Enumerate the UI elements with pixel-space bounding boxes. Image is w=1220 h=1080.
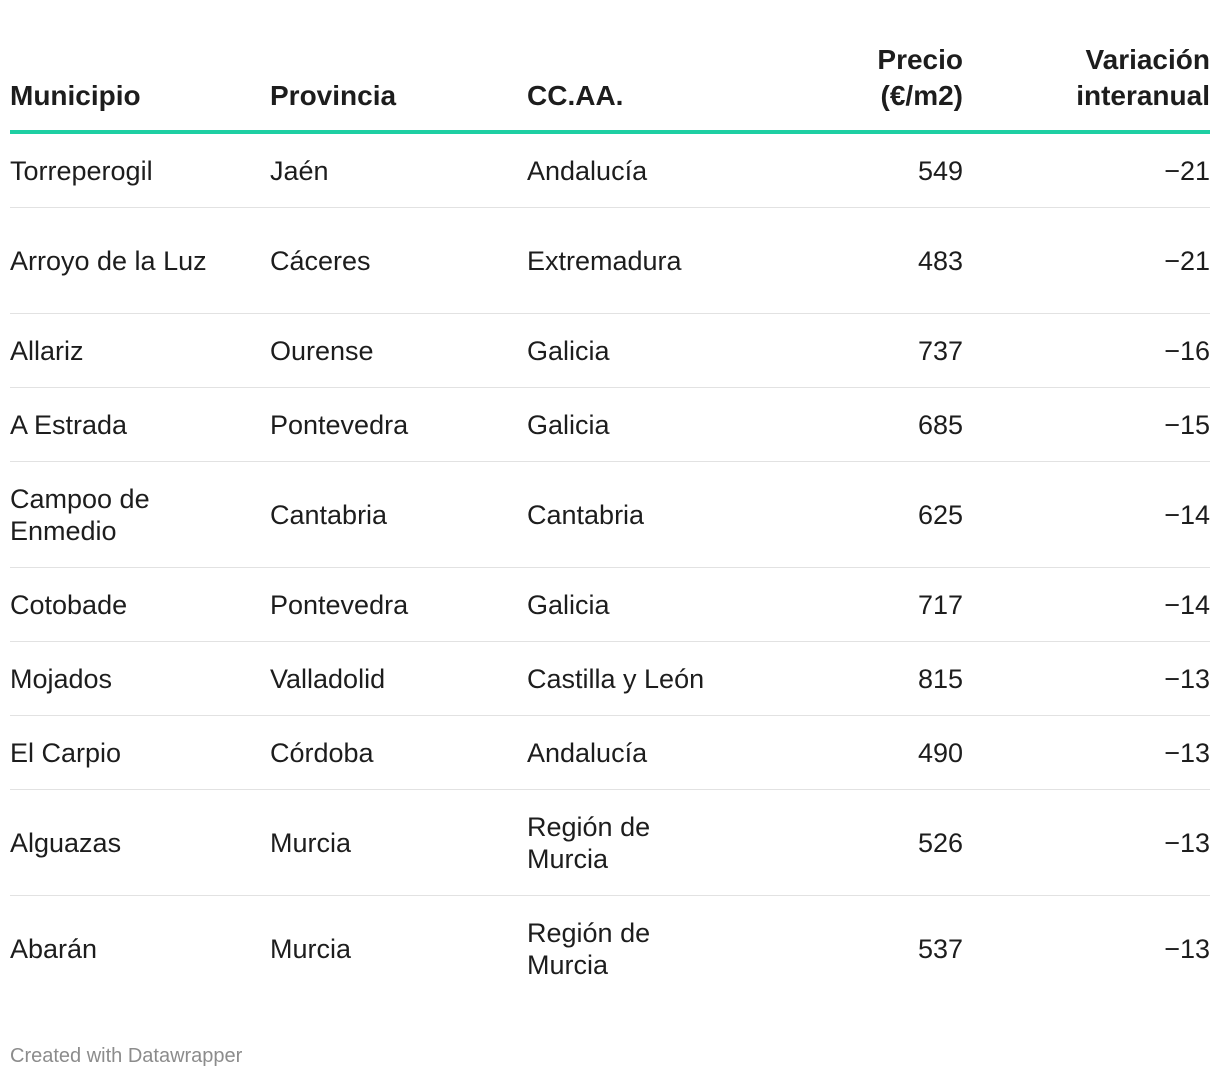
cell-provincia: Cáceres: [270, 207, 527, 314]
cell-provincia: Pontevedra: [270, 387, 527, 462]
cell-variacion: −15: [963, 387, 1210, 462]
footer-credit[interactable]: Created with Datawrapper: [10, 1045, 243, 1067]
table-row: Arroyo de la Luz Cáceres Extremadura 483…: [10, 207, 1210, 314]
table-row: Allariz Ourense Galicia 737 −16: [10, 313, 1210, 388]
cell-ccaa: Región de Murcia: [527, 789, 730, 896]
column-header-provincia[interactable]: Provincia: [270, 36, 527, 134]
cell-municipio: Allariz: [10, 313, 270, 388]
cell-precio: 526: [730, 789, 963, 896]
cell-ccaa: Andalucía: [527, 715, 730, 790]
cell-variacion: −21: [963, 207, 1210, 314]
cell-ccaa: Galicia: [527, 387, 730, 462]
cell-variacion: −16: [963, 313, 1210, 388]
column-header-precio-line2: (€/m2): [880, 80, 963, 111]
cell-provincia: Murcia: [270, 789, 527, 896]
cell-precio: 490: [730, 715, 963, 790]
cell-provincia: Murcia: [270, 933, 352, 964]
cell-municipio: El Carpio: [10, 715, 270, 790]
table-row: Abarán Murcia Región de Murcia 537 −13: [10, 896, 1210, 1002]
table-row: Cotobade Pontevedra Galicia 717 −14: [10, 567, 1210, 642]
cell-provincia: Jaén: [270, 132, 527, 208]
cell-variacion: −21: [963, 132, 1210, 208]
data-table-container: Municipio Provincia CC.AA. Precio (€/m2)…: [10, 36, 1210, 1001]
cell-ccaa: Galicia: [527, 567, 730, 642]
cell-precio: 717: [730, 567, 963, 642]
cell-variacion: −13: [963, 789, 1210, 896]
cell-precio: 815: [730, 641, 963, 716]
cell-municipio: A Estrada: [10, 387, 270, 462]
data-table: Municipio Provincia CC.AA. Precio (€/m2)…: [10, 36, 1210, 1001]
table-row: Mojados Valladolid Castilla y León 815 −…: [10, 641, 1210, 716]
cell-ccaa: Andalucía: [527, 132, 730, 208]
cell-precio: 625: [730, 461, 963, 568]
cell-municipio: Abarán: [10, 933, 98, 964]
cell-ccaa: Galicia: [527, 313, 730, 388]
cell-municipio: Cotobade: [10, 567, 270, 642]
cell-provincia: Córdoba: [270, 715, 527, 790]
column-header-precio[interactable]: Precio (€/m2): [730, 36, 963, 134]
cell-municipio: Alguazas: [10, 789, 270, 896]
column-header-municipio[interactable]: Municipio: [10, 36, 270, 134]
cell-municipio: Mojados: [10, 641, 270, 716]
cell-ccaa: Extremadura: [527, 207, 730, 314]
cell-ccaa: Región de Murcia: [527, 917, 651, 980]
cell-variacion: −13: [963, 641, 1210, 716]
column-header-variacion[interactable]: Variación interanual: [963, 36, 1210, 134]
cell-municipio: Torreperogil: [10, 132, 270, 208]
cell-variacion: −14: [963, 567, 1210, 642]
cell-precio: 737: [730, 313, 963, 388]
cell-precio: 537: [917, 933, 963, 964]
cell-municipio: Arroyo de la Luz: [10, 207, 270, 314]
table-header-row: Municipio Provincia CC.AA. Precio (€/m2)…: [10, 36, 1210, 134]
cell-provincia: Cantabria: [270, 461, 527, 568]
cell-variacion: −14: [963, 461, 1210, 568]
table-row: Alguazas Murcia Región de Murcia 526 −13: [10, 789, 1210, 896]
cell-municipio: Campoo de Enmedio: [10, 461, 270, 568]
cell-provincia: Ourense: [270, 313, 527, 388]
column-header-precio-line1: Precio: [877, 44, 963, 75]
table-row: Torreperogil Jaén Andalucía 549 −21: [10, 132, 1210, 208]
cell-variacion: −13: [963, 715, 1210, 790]
cell-precio: 483: [730, 207, 963, 314]
cell-variacion: −13: [1164, 933, 1210, 964]
cell-provincia: Valladolid: [270, 641, 527, 716]
table-row: Campoo de Enmedio Cantabria Cantabria 62…: [10, 461, 1210, 568]
cell-ccaa: Cantabria: [527, 461, 730, 568]
cell-provincia: Pontevedra: [270, 567, 527, 642]
column-header-variacion-line2: interanual: [1076, 80, 1210, 111]
column-header-ccaa[interactable]: CC.AA.: [527, 36, 730, 134]
cell-ccaa: Castilla y León: [527, 641, 730, 716]
table-row: El Carpio Córdoba Andalucía 490 −13: [10, 715, 1210, 790]
cell-precio: 685: [730, 387, 963, 462]
cell-precio: 549: [730, 132, 963, 208]
table-row: A Estrada Pontevedra Galicia 685 −15: [10, 387, 1210, 462]
column-header-variacion-line1: Variación: [1085, 44, 1210, 75]
